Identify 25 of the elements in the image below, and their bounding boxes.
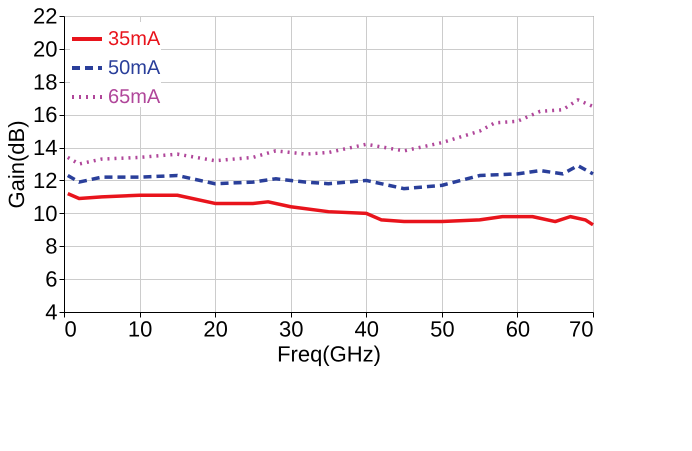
y-tick-label: 16 <box>33 102 58 128</box>
y-tick-label: 6 <box>45 266 58 292</box>
y-tick-label: 14 <box>33 135 58 160</box>
legend-label: 50mA <box>108 57 161 79</box>
x-tick-label: 50 <box>430 316 455 342</box>
x-tick-label: 40 <box>354 316 380 342</box>
y-tick-label: 8 <box>45 234 58 259</box>
y-tick-label: 20 <box>33 36 58 62</box>
x-tick-label: 20 <box>203 316 228 342</box>
y-tick-label: 4 <box>45 300 58 324</box>
x-axis-title: Freq(GHz) <box>277 342 381 366</box>
y-tick-label: 18 <box>33 69 58 94</box>
line-series <box>66 164 595 190</box>
x-tick-label: 70 <box>569 316 594 342</box>
x-tick-label: 30 <box>278 316 304 342</box>
y-tick-label: 10 <box>33 200 58 226</box>
y-tick-label: 22 <box>33 4 58 28</box>
legend-label: 65mA <box>108 86 161 108</box>
line-series <box>66 192 595 227</box>
x-tick-label: 10 <box>128 316 152 342</box>
legend-label: 35mA <box>108 28 161 50</box>
y-axis-title: Gain(dB) <box>4 120 30 209</box>
x-tick-label: 60 <box>506 316 530 342</box>
x-tick-label: 0 <box>64 316 77 342</box>
y-tick-label: 12 <box>33 168 58 193</box>
